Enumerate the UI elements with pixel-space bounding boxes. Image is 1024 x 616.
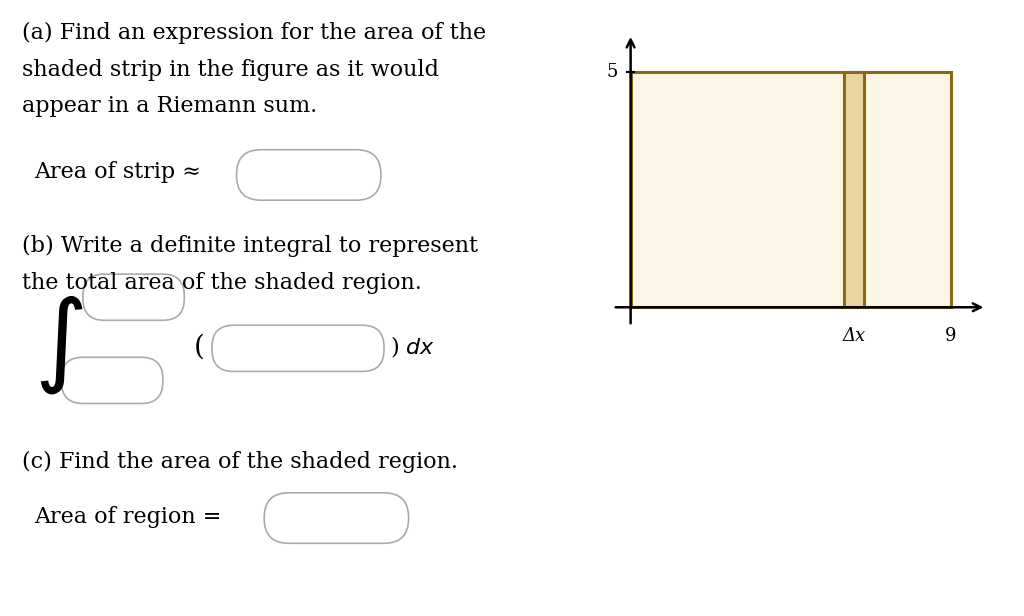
- FancyBboxPatch shape: [237, 150, 381, 200]
- Text: Area of strip ≈: Area of strip ≈: [34, 161, 201, 184]
- FancyBboxPatch shape: [83, 274, 184, 320]
- Text: ) $dx$: ) $dx$: [390, 334, 435, 359]
- Text: shaded strip in the figure as it would: shaded strip in the figure as it would: [22, 59, 438, 81]
- Bar: [631, 71, 950, 307]
- Text: (: (: [194, 333, 205, 360]
- Text: 9: 9: [945, 326, 956, 344]
- Text: the total area of the shaded region.: the total area of the shaded region.: [22, 272, 422, 294]
- Text: $\int$: $\int$: [34, 293, 83, 397]
- Bar: [844, 71, 863, 307]
- Text: 5: 5: [607, 63, 618, 81]
- FancyBboxPatch shape: [212, 325, 384, 371]
- Text: (b) Write a definite integral to represent: (b) Write a definite integral to represe…: [22, 235, 477, 257]
- Text: (c) Find the area of the shaded region.: (c) Find the area of the shaded region.: [22, 451, 458, 473]
- Text: (a) Find an expression for the area of the: (a) Find an expression for the area of t…: [22, 22, 485, 44]
- FancyBboxPatch shape: [264, 493, 409, 543]
- Text: appear in a Riemann sum.: appear in a Riemann sum.: [22, 95, 316, 118]
- FancyBboxPatch shape: [61, 357, 163, 403]
- Text: Δx: Δx: [842, 326, 865, 344]
- Text: Area of region =: Area of region =: [34, 506, 221, 529]
